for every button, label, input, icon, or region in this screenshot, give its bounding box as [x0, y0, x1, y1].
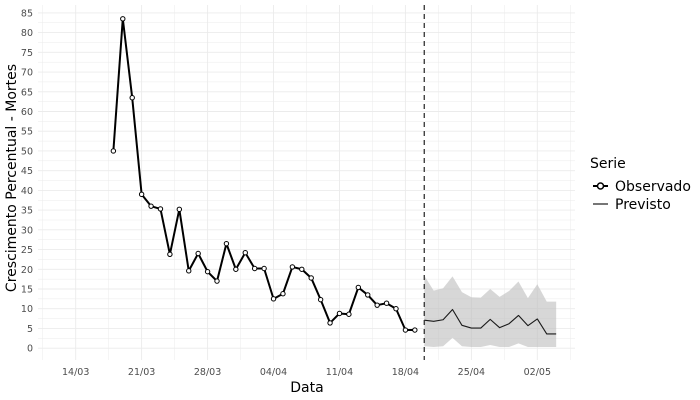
y-tick-label: 75	[21, 48, 33, 59]
data-point-observado	[280, 291, 286, 297]
data-point-observado	[110, 148, 117, 154]
data-point-observado	[233, 266, 239, 272]
x-axis-title: Data	[290, 380, 323, 396]
data-point-observado	[176, 206, 183, 213]
x-tick-label: 14/03	[62, 367, 89, 378]
x-tick-label: 28/03	[194, 367, 221, 378]
x-tick-label: 04/04	[260, 367, 287, 378]
data-point-observado	[412, 327, 418, 333]
y-tick-label: 15	[21, 285, 33, 296]
y-tick-label: 35	[21, 206, 33, 217]
data-point-observado	[195, 250, 201, 257]
data-point-observado	[289, 264, 296, 270]
data-point-observado	[223, 240, 230, 247]
legend-point-observado	[596, 182, 605, 190]
x-tick-label: 02/05	[524, 367, 551, 378]
grid-minor	[38, 5, 575, 360]
data-point-observado	[120, 16, 126, 22]
data-point-observado	[148, 203, 154, 209]
x-tick-label: 11/04	[326, 367, 353, 378]
y-tick-label: 0	[27, 344, 33, 355]
grid-major	[38, 5, 575, 360]
y-tick-label: 5	[27, 324, 33, 335]
x-tick-label: 21/03	[128, 367, 155, 378]
forecast-interval-band	[424, 275, 557, 347]
y-tick-label: 50	[21, 146, 33, 157]
data-point-observado	[167, 251, 173, 257]
data-point-observado	[308, 275, 314, 281]
y-tick-label: 25	[21, 245, 33, 256]
data-point-observado	[355, 284, 362, 291]
legend-title: Serie	[590, 156, 626, 172]
data-point-observado	[242, 250, 248, 256]
data-point-observado	[346, 311, 352, 317]
legend-label-previsto: Previsto	[615, 197, 671, 213]
data-point-observado	[186, 268, 192, 274]
y-tick-label: 55	[21, 127, 33, 138]
data-point-observado	[393, 306, 399, 312]
data-point-observado	[251, 265, 258, 272]
y-tick-label: 60	[21, 107, 33, 118]
data-point-observado	[374, 302, 380, 308]
data-point-observado	[129, 94, 135, 101]
data-point-observado	[299, 266, 305, 272]
legend-item-observado: Observado	[593, 179, 691, 195]
y-axis-title: Crescimento Percentual - Mortes	[4, 64, 20, 292]
y-tick-label: 65	[21, 87, 33, 98]
data-point-observado	[402, 327, 409, 333]
y-tick-label: 80	[21, 28, 33, 39]
data-point-observado	[327, 320, 333, 326]
data-point-observado	[365, 292, 371, 298]
y-axis-ticks: 0 5 10 15 20 25 30 35 40 45 50 55 60 65 70 75 80 85	[21, 8, 33, 354]
series-points	[110, 16, 418, 333]
y-tick-label: 30	[21, 225, 33, 236]
y-tick-label: 40	[21, 186, 33, 197]
data-point-observado	[383, 300, 390, 306]
y-tick-label: 20	[21, 265, 33, 276]
y-tick-label: 10	[21, 304, 33, 315]
data-point-observado	[157, 206, 164, 212]
data-point-observado	[138, 191, 145, 198]
data-point-observado	[270, 296, 277, 302]
y-tick-label: 85	[21, 8, 33, 19]
data-point-observado	[204, 268, 211, 275]
data-point-observado	[214, 278, 220, 284]
x-axis-ticks: 14/03 21/03 28/03 04/04 11/04 18/04 25/04 02/05	[62, 367, 551, 378]
series-line-previsto	[424, 308, 557, 335]
data-point-observado	[261, 265, 267, 272]
x-tick-label: 18/04	[392, 367, 419, 378]
y-tick-label: 45	[21, 166, 33, 177]
legend-item-previsto: Previsto	[593, 197, 671, 213]
x-tick-label: 25/04	[458, 367, 485, 378]
data-point-observado	[336, 310, 343, 317]
data-point-observado	[317, 296, 324, 303]
legend-label-observado: Observado	[615, 179, 691, 195]
y-tick-label: 70	[21, 68, 33, 79]
legend: Serie Observado Previsto	[590, 156, 691, 213]
forecast-band	[424, 275, 557, 347]
